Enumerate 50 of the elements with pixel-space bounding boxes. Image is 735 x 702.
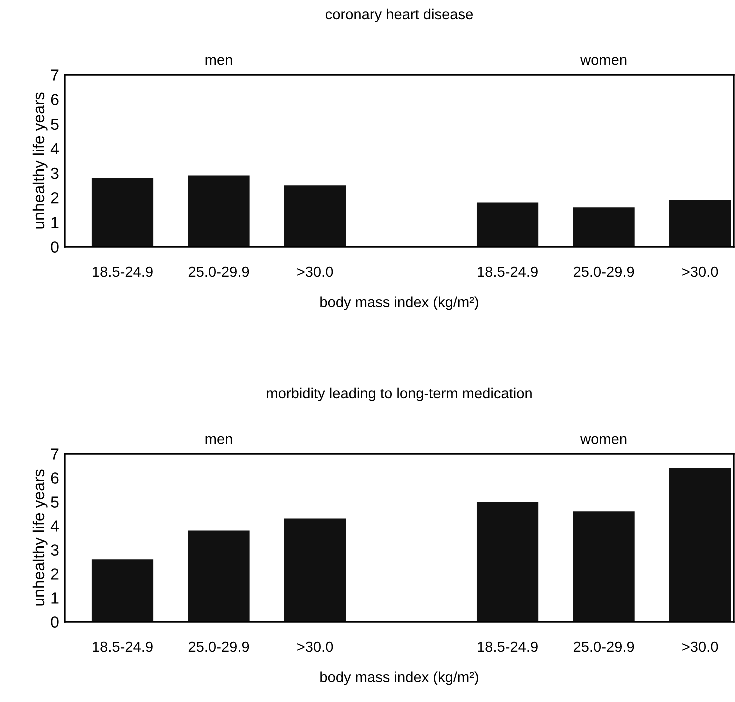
- bar: [188, 176, 250, 247]
- chart-title: morbidity leading to long-term medication: [267, 388, 532, 402]
- y-tick-label: 2: [51, 192, 59, 204]
- bar: [476, 202, 539, 247]
- y-tick-label: 6: [51, 94, 59, 106]
- y-tick-label: 2: [51, 568, 59, 580]
- y-tick-label: 4: [50, 144, 59, 154]
- y-tick-label: 3: [51, 168, 59, 180]
- text: women: [580, 436, 627, 444]
- x-tick-label: 18.5-24.9: [478, 642, 538, 652]
- x-tick-label: >30.0: [682, 642, 718, 652]
- x-tick-label: 18.5-24.9: [93, 642, 153, 652]
- x-axis-title: body mass index (kg/m²): [320, 672, 478, 686]
- y-tick-label: 7: [51, 448, 59, 460]
- x-tick-label: >30.0: [682, 266, 718, 278]
- bar: [573, 512, 635, 622]
- x-tick-label: 18.5-24.9: [478, 266, 538, 278]
- x-tick-label: 18.5-24.9: [93, 266, 153, 278]
- bar: [284, 518, 346, 622]
- y-tick-label: 3: [51, 544, 59, 556]
- y-tick-label: 6: [51, 472, 59, 484]
- bar: [188, 530, 250, 622]
- x-tick-label: 25.0-29.9: [574, 266, 634, 278]
- y-tick-label: 1: [52, 592, 59, 604]
- bar: [92, 178, 154, 247]
- x-tick-label: >30.0: [298, 642, 334, 652]
- y-tick-label: 7: [51, 70, 59, 81]
- y-tick-label: 5: [51, 496, 59, 508]
- x-tick-label: 25.0-29.9: [574, 642, 634, 652]
- y-tick-label: 4: [50, 520, 59, 532]
- text: women: [580, 57, 627, 66]
- bar: [92, 560, 154, 622]
- x-tick-label: 25.0-29.9: [188, 266, 250, 278]
- y-tick-label: 1: [52, 217, 59, 228]
- bar: [284, 186, 346, 247]
- x-axis-title: body mass index (kg/m²): [320, 296, 478, 310]
- y-tick-label: 0: [51, 616, 59, 628]
- y-axis-title: unhealthy life years: [32, 470, 48, 606]
- bar: [670, 200, 732, 247]
- y-tick-label: 0: [51, 242, 59, 253]
- y-axis-title: unhealthy life years: [32, 92, 48, 229]
- bar: [476, 502, 539, 622]
- text: men: [206, 436, 232, 444]
- text: men: [206, 57, 232, 66]
- bar: [670, 468, 732, 622]
- bar: [573, 208, 635, 247]
- y-tick-label: 5: [51, 118, 59, 130]
- chart-title: coronary heart disease: [326, 8, 474, 22]
- x-tick-label: 25.0-29.9: [188, 642, 250, 652]
- x-tick-label: >30.0: [298, 266, 334, 278]
